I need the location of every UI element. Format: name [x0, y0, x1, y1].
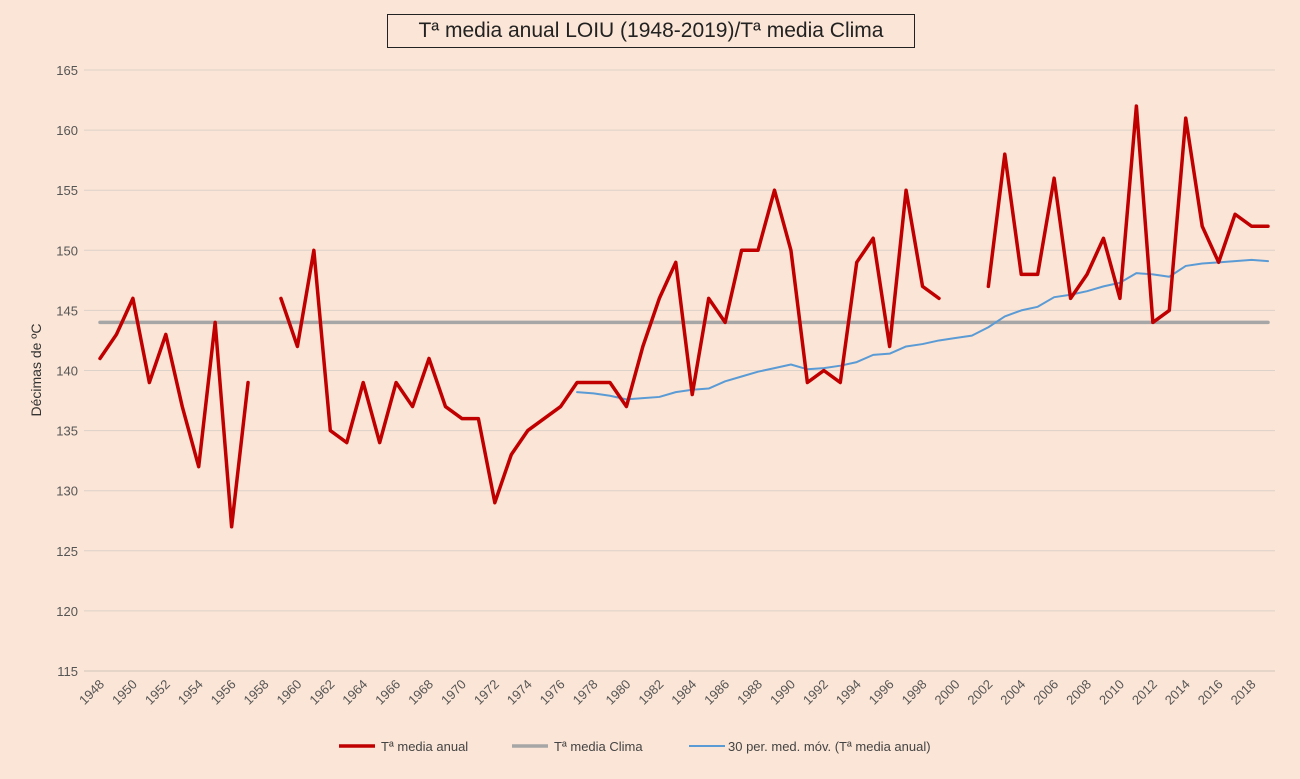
y-tick-label: 155 — [56, 183, 78, 198]
series-lines — [98, 104, 1270, 529]
x-tick-label: 2000 — [932, 677, 963, 708]
y-tick-label: 150 — [56, 243, 78, 258]
x-tick-label: 1958 — [241, 677, 272, 708]
x-tick-label: 1980 — [602, 677, 633, 708]
x-tick-label: 2010 — [1096, 677, 1127, 708]
chart-title: Tª media anual LOIU (1948-2019)/Tª media… — [387, 14, 915, 48]
x-tick-label: 1974 — [504, 677, 535, 708]
x-tick-label: 2012 — [1129, 677, 1160, 708]
x-tick-label: 2006 — [1030, 677, 1061, 708]
x-tick-label: 1986 — [701, 677, 732, 708]
y-axis-label: Décimas de ºC — [28, 323, 44, 416]
y-tick-label: 130 — [56, 484, 78, 499]
x-tick-label: 1988 — [734, 677, 765, 708]
y-tick-label: 140 — [56, 364, 78, 379]
x-tick-label: 1978 — [570, 677, 601, 708]
x-tick-label: 1998 — [899, 677, 930, 708]
gridlines — [84, 69, 1275, 672]
x-tick-label: 2008 — [1063, 677, 1094, 708]
x-tick-label: 1962 — [306, 677, 337, 708]
x-tick-label: 1960 — [273, 677, 304, 708]
x-tick-label: 1954 — [175, 677, 206, 708]
y-axis: 115 120 125 130 135 140 145 150 155 160 165 — [56, 63, 78, 679]
x-tick-label: 1966 — [372, 677, 403, 708]
x-tick-label: 1952 — [142, 677, 173, 708]
y-tick-label: 115 — [57, 664, 78, 679]
x-tick-label: 1964 — [339, 677, 370, 708]
x-tick-label: 1956 — [208, 677, 239, 708]
chart-title-text: Tª media anual LOIU (1948-2019)/Tª media… — [418, 19, 884, 42]
x-tick-label: 1990 — [767, 677, 798, 708]
x-axis: 1948 1950 1952 1954 1956 1958 1960 1962 1964 1966… — [76, 670, 1275, 708]
legend-label-1: Tª media anual — [381, 739, 468, 754]
x-tick-label: 2002 — [964, 677, 995, 708]
x-tick-label: 2004 — [997, 677, 1028, 708]
x-tick-label: 1948 — [76, 677, 107, 708]
legend-label-2: Tª media Clima — [554, 739, 643, 754]
x-tick-label: 1950 — [109, 677, 140, 708]
y-tick-label: 125 — [56, 544, 78, 559]
legend: Tª media anual Tª media Clima 30 per. med.… — [339, 739, 931, 754]
y-tick-label: 120 — [56, 604, 78, 619]
y-tick-label: 160 — [56, 123, 78, 138]
legend-label-3: 30 per. med. móv. (Tª media anual) — [728, 739, 931, 754]
x-tick-label: 1996 — [866, 677, 897, 708]
x-tick-label: 1994 — [833, 677, 864, 708]
x-tick-label: 2016 — [1195, 677, 1226, 708]
y-tick-label: 135 — [56, 424, 78, 439]
x-tick-label: 2018 — [1228, 677, 1259, 708]
x-tick-label: 1970 — [438, 677, 469, 708]
x-tick-label: 1972 — [471, 677, 502, 708]
x-tick-label: 1968 — [405, 677, 436, 708]
x-tick-label: 2014 — [1162, 677, 1193, 708]
x-tick-label: 1976 — [537, 677, 568, 708]
y-tick-label: 165 — [56, 63, 78, 78]
x-tick-label: 1982 — [635, 677, 666, 708]
y-tick-label: 145 — [56, 303, 78, 318]
x-tick-label: 1984 — [668, 677, 699, 708]
x-tick-label: 1992 — [800, 677, 831, 708]
series-line-1 — [98, 104, 1270, 529]
